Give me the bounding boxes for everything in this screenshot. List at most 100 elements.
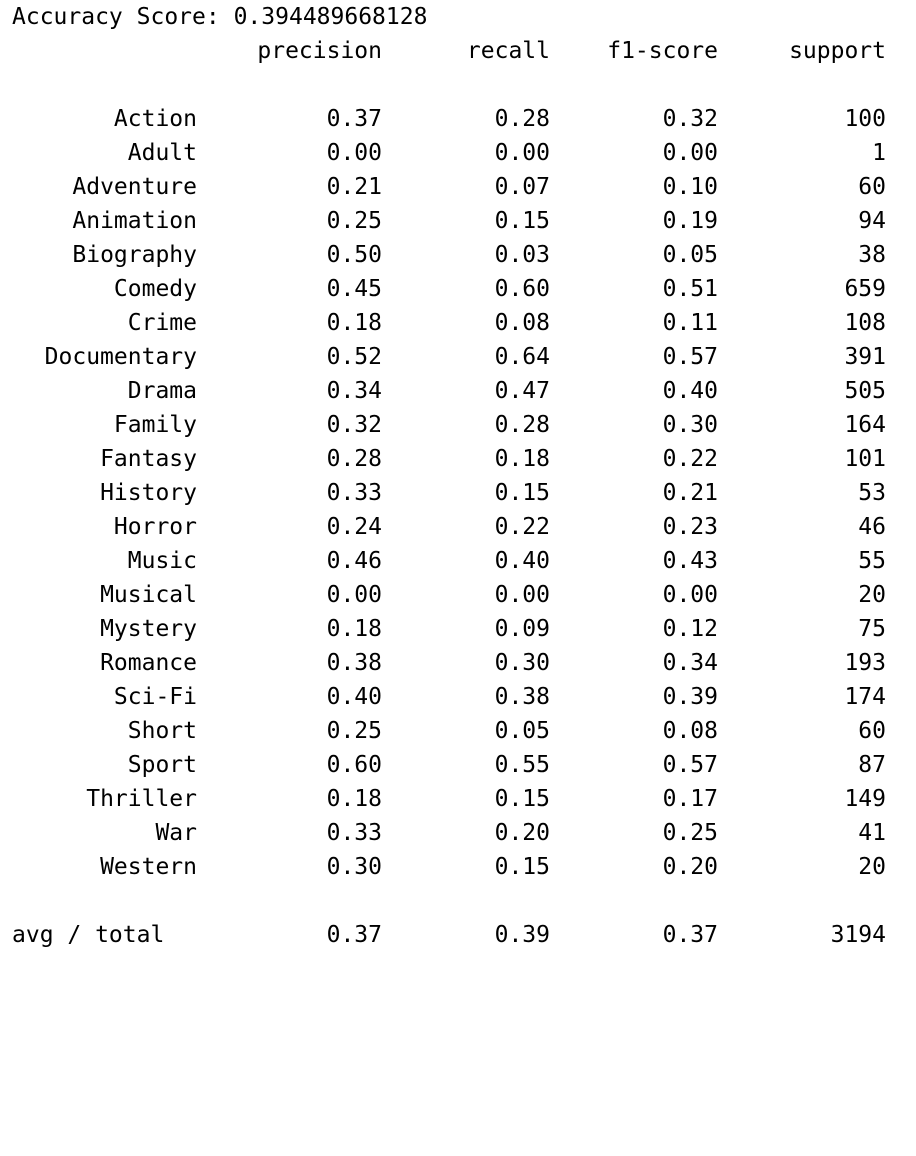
row-label: War xyxy=(155,820,197,846)
row-support: 38 xyxy=(858,242,886,268)
row-recall: 0.40 xyxy=(494,548,550,574)
row-recall: 0.28 xyxy=(494,106,550,132)
table-row: Comedy 0.45 0.60 0.51 659 xyxy=(12,272,892,306)
row-precision: 0.46 xyxy=(326,548,382,574)
row-f1-score: 0.21 xyxy=(662,480,718,506)
row-support: 60 xyxy=(858,718,886,744)
row-precision: 0.00 xyxy=(326,140,382,166)
table-row: Horror 0.24 0.22 0.23 46 xyxy=(12,510,892,544)
row-f1-score: 0.17 xyxy=(662,786,718,812)
row-recall: 0.07 xyxy=(494,174,550,200)
row-recall: 0.30 xyxy=(494,650,550,676)
row-support: 53 xyxy=(858,480,886,506)
row-f1-score: 0.32 xyxy=(662,106,718,132)
header-f1-score: f1-score xyxy=(607,38,718,64)
row-f1-score: 0.57 xyxy=(662,752,718,778)
accuracy-value: 0.394489668128 xyxy=(233,4,428,30)
table-row: History 0.33 0.15 0.21 53 xyxy=(12,476,892,510)
row-support: 75 xyxy=(858,616,886,642)
row-precision: 0.38 xyxy=(326,650,382,676)
row-support: 174 xyxy=(844,684,886,710)
row-recall: 0.28 xyxy=(494,412,550,438)
row-f1-score: 0.57 xyxy=(662,344,718,370)
row-label: Documentary xyxy=(44,344,197,370)
row-precision: 0.30 xyxy=(326,854,382,880)
row-support: 164 xyxy=(844,412,886,438)
row-support: 101 xyxy=(844,446,886,472)
avg-f1-score: 0.37 xyxy=(662,922,718,948)
row-label: Adventure xyxy=(72,174,197,200)
row-label: Drama xyxy=(127,378,197,404)
row-f1-score: 0.23 xyxy=(662,514,718,540)
row-recall: 0.15 xyxy=(494,208,550,234)
table-row: Documentary 0.52 0.64 0.57 391 xyxy=(12,340,892,374)
table-row: Western 0.30 0.15 0.20 20 xyxy=(12,850,892,884)
row-label: Animation xyxy=(72,208,197,234)
table-row: Fantasy 0.28 0.18 0.22 101 xyxy=(12,442,892,476)
row-precision: 0.24 xyxy=(326,514,382,540)
avg-total-label: avg / total xyxy=(12,922,165,948)
row-support: 100 xyxy=(844,106,886,132)
row-support: 60 xyxy=(858,174,886,200)
table-row: Romance 0.38 0.30 0.34 193 xyxy=(12,646,892,680)
table-row: Mystery 0.18 0.09 0.12 75 xyxy=(12,612,892,646)
row-precision: 0.40 xyxy=(326,684,382,710)
row-label: Sport xyxy=(127,752,197,778)
row-recall: 0.15 xyxy=(494,854,550,880)
row-precision: 0.37 xyxy=(326,106,382,132)
row-precision: 0.34 xyxy=(326,378,382,404)
row-precision: 0.18 xyxy=(326,786,382,812)
table-row: Sci-Fi 0.40 0.38 0.39 174 xyxy=(12,680,892,714)
row-precision: 0.00 xyxy=(326,582,382,608)
row-label: Fantasy xyxy=(100,446,197,472)
avg-recall: 0.39 xyxy=(494,922,550,948)
row-support: 46 xyxy=(858,514,886,540)
row-precision: 0.18 xyxy=(326,616,382,642)
row-support: 20 xyxy=(858,582,886,608)
row-recall: 0.60 xyxy=(494,276,550,302)
row-f1-score: 0.20 xyxy=(662,854,718,880)
row-recall: 0.38 xyxy=(494,684,550,710)
row-f1-score: 0.08 xyxy=(662,718,718,744)
table-row: Family 0.32 0.28 0.30 164 xyxy=(12,408,892,442)
row-f1-score: 0.30 xyxy=(662,412,718,438)
report-rows: Action 0.37 0.28 0.32 100 Adult 0.00 0.00 0.00 1 A… xyxy=(12,102,892,884)
row-label: Family xyxy=(113,412,197,438)
row-precision: 0.45 xyxy=(326,276,382,302)
row-label: Musical xyxy=(100,582,197,608)
row-f1-score: 0.11 xyxy=(662,310,718,336)
row-recall: 0.20 xyxy=(494,820,550,846)
row-support: 659 xyxy=(844,276,886,302)
report-header-row: precision recall f1-score support xyxy=(12,34,892,68)
header-precision: precision xyxy=(257,38,382,64)
row-precision: 0.25 xyxy=(326,718,382,744)
row-f1-score: 0.00 xyxy=(662,582,718,608)
row-recall: 0.00 xyxy=(494,582,550,608)
row-f1-score: 0.12 xyxy=(662,616,718,642)
row-precision: 0.33 xyxy=(326,820,382,846)
row-precision: 0.60 xyxy=(326,752,382,778)
row-recall: 0.05 xyxy=(494,718,550,744)
table-row: Thriller 0.18 0.15 0.17 149 xyxy=(12,782,892,816)
table-row: Action 0.37 0.28 0.32 100 xyxy=(12,102,892,136)
row-support: 94 xyxy=(858,208,886,234)
row-label: Romance xyxy=(100,650,197,676)
total-support: 3194 xyxy=(830,922,886,948)
row-recall: 0.18 xyxy=(494,446,550,472)
row-precision: 0.28 xyxy=(326,446,382,472)
row-recall: 0.22 xyxy=(494,514,550,540)
row-f1-score: 0.10 xyxy=(662,174,718,200)
row-label: Western xyxy=(100,854,197,880)
row-label: History xyxy=(100,480,197,506)
row-label: Short xyxy=(127,718,197,744)
row-label: Thriller xyxy=(86,786,197,812)
row-f1-score: 0.43 xyxy=(662,548,718,574)
table-row: Crime 0.18 0.08 0.11 108 xyxy=(12,306,892,340)
table-row: Animation 0.25 0.15 0.19 94 xyxy=(12,204,892,238)
row-support: 505 xyxy=(844,378,886,404)
row-precision: 0.50 xyxy=(326,242,382,268)
spacer xyxy=(12,68,892,102)
row-support: 1 xyxy=(872,140,886,166)
row-f1-score: 0.05 xyxy=(662,242,718,268)
table-row: Music 0.46 0.40 0.43 55 xyxy=(12,544,892,578)
